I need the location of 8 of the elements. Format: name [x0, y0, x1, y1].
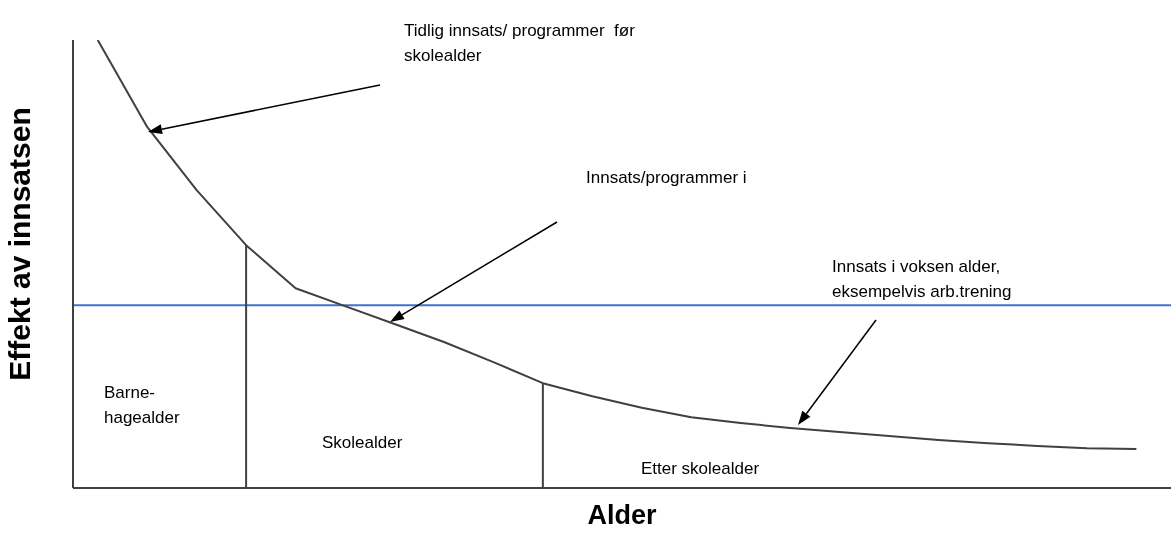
annotation: Barne- hagealder	[104, 382, 180, 429]
annotation: Skolealder	[322, 432, 403, 454]
x-axis-title: Alder	[586, 500, 658, 531]
annotation: Innsats/programmer i	[586, 167, 747, 189]
annotation: Tidlig innsats/ programmer før skolealder	[404, 20, 635, 67]
annotation: Etter skolealder	[641, 458, 760, 480]
y-axis-title: Effekt av innsatsen	[3, 107, 37, 381]
annotation: Innsats i voksen alder, eksempelvis arb.trening	[832, 256, 1012, 303]
